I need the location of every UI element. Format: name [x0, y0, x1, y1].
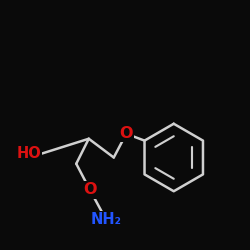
Text: NH₂: NH₂ [91, 212, 122, 228]
Text: HO: HO [16, 146, 41, 161]
Text: O: O [120, 126, 133, 141]
Text: O: O [83, 182, 97, 198]
